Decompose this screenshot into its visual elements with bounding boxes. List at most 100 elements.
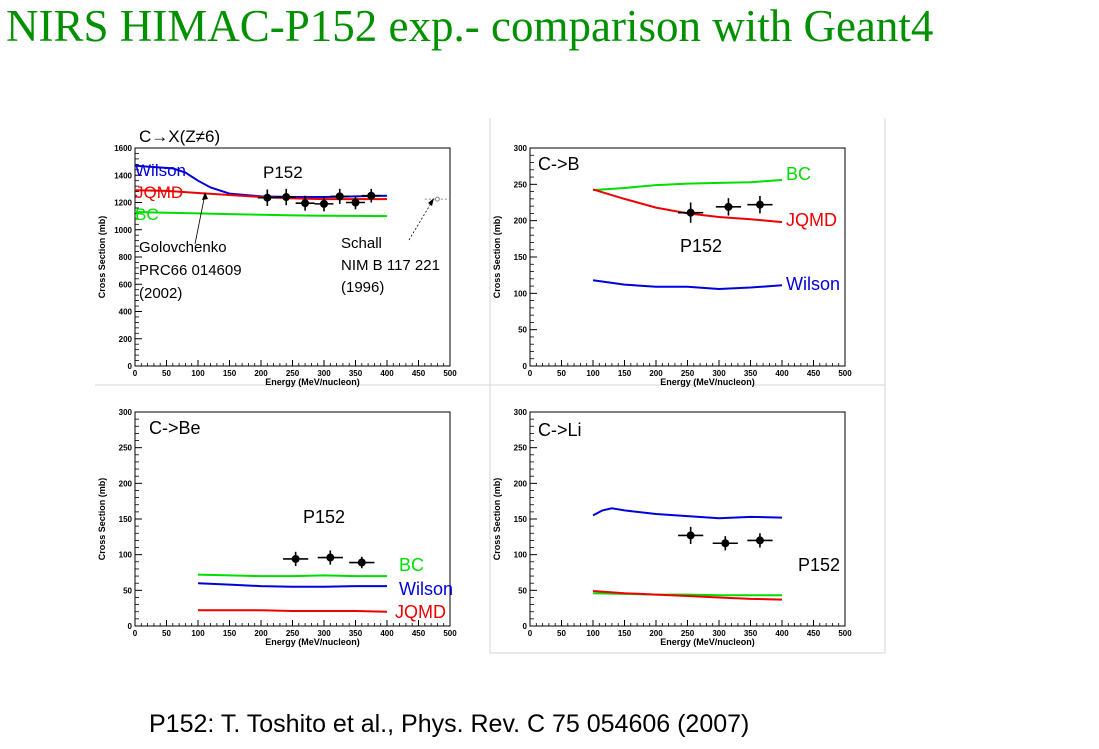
x-tick-label: 400 bbox=[775, 629, 789, 638]
slide-title: NIRS HIMAC-P152 exp.- comparison with Ge… bbox=[6, 1, 934, 51]
data-point-p152 bbox=[276, 188, 296, 206]
x-tick-label: 350 bbox=[349, 369, 363, 378]
chart-panel: 0 50 100 150 200 250 300 350 400 450 500 0 50 100 150 2… bbox=[492, 408, 852, 647]
x-axis-label: Energy (MeV/nucleon) bbox=[265, 377, 360, 387]
data-marker bbox=[263, 193, 272, 202]
annotation-label: P152 bbox=[680, 236, 722, 256]
x-tick-label: 150 bbox=[618, 629, 632, 638]
x-tick-label: 350 bbox=[349, 629, 363, 638]
series-line-jqmd bbox=[592, 188, 783, 224]
x-tick-label: 500 bbox=[443, 369, 457, 378]
x-tick-label: 50 bbox=[162, 629, 171, 638]
x-tick-label: 500 bbox=[838, 369, 852, 378]
y-tick-label: 0 bbox=[128, 362, 133, 371]
data-marker bbox=[351, 198, 360, 207]
annotation-arrow-schall bbox=[408, 199, 434, 241]
y-tick-label: 250 bbox=[119, 444, 133, 453]
data-marker bbox=[291, 554, 300, 563]
x-tick-label: 100 bbox=[191, 369, 205, 378]
series-line-jqmd bbox=[592, 590, 783, 601]
data-point-p152 bbox=[715, 198, 742, 216]
x-tick-label: 0 bbox=[528, 629, 533, 638]
data-marker bbox=[282, 193, 291, 202]
y-tick-label: 200 bbox=[119, 479, 133, 488]
reference-citation: P152: T. Toshito et al., Phys. Rev. C 75… bbox=[149, 710, 750, 738]
data-marker bbox=[301, 199, 310, 208]
x-tick-label: 250 bbox=[681, 369, 695, 378]
x-tick-label: 150 bbox=[223, 629, 237, 638]
y-tick-label: 100 bbox=[514, 289, 528, 298]
series-line-wilson bbox=[197, 582, 387, 588]
series-line-jqmd bbox=[198, 609, 388, 613]
x-axis-label: Energy (MeV/nucleon) bbox=[660, 637, 755, 647]
y-tick-label: 150 bbox=[514, 253, 528, 262]
y-tick-label: 300 bbox=[119, 408, 133, 417]
y-tick-label: 50 bbox=[518, 586, 527, 595]
series-line-bc bbox=[134, 211, 388, 218]
arrowhead-icon bbox=[202, 192, 208, 200]
x-tick-label: 250 bbox=[681, 629, 695, 638]
x-tick-label: 100 bbox=[586, 369, 600, 378]
y-tick-label: 200 bbox=[514, 217, 528, 226]
data-marker bbox=[686, 531, 695, 540]
x-tick-label: 200 bbox=[649, 629, 663, 638]
y-tick-label: 1400 bbox=[114, 171, 132, 180]
y-tick-label: 150 bbox=[514, 515, 528, 524]
annotation-label: Wilson bbox=[135, 161, 186, 180]
data-marker bbox=[357, 558, 366, 567]
chart-panel: 0 50 100 150 200 250 300 350 400 450 500 0 200 400 600… bbox=[97, 127, 457, 387]
x-tick-label: 450 bbox=[412, 369, 426, 378]
data-point-p152 bbox=[747, 533, 773, 548]
data-point-p152 bbox=[361, 188, 381, 203]
data-marker bbox=[320, 199, 328, 208]
x-tick-label: 350 bbox=[744, 629, 758, 638]
x-tick-label: 0 bbox=[133, 629, 138, 638]
annotation-label: PRC66 014609 bbox=[139, 262, 242, 279]
annotation-label: Schall bbox=[341, 235, 382, 252]
x-tick-label: 450 bbox=[412, 629, 426, 638]
x-tick-label: 450 bbox=[807, 369, 821, 378]
y-tick-label: 0 bbox=[128, 622, 133, 631]
arrowhead-icon bbox=[428, 198, 434, 206]
x-tick-label: 100 bbox=[586, 629, 600, 638]
y-tick-label: 250 bbox=[514, 180, 528, 189]
x-tick-label: 200 bbox=[649, 369, 663, 378]
y-tick-label: 800 bbox=[119, 253, 133, 262]
x-tick-label: 350 bbox=[744, 369, 758, 378]
x-tick-label: 400 bbox=[380, 369, 394, 378]
y-tick-label: 150 bbox=[119, 515, 133, 524]
annotation-label: JQMD bbox=[395, 602, 446, 622]
annotation-label: BC bbox=[399, 555, 424, 575]
x-tick-label: 100 bbox=[191, 629, 205, 638]
y-axis-label: Cross Section (mb) bbox=[492, 478, 502, 561]
annotation-label: JQMD bbox=[786, 210, 837, 230]
y-tick-label: 100 bbox=[119, 551, 133, 560]
chart-figure: 0 50 100 150 200 250 300 350 400 450 5000200400600… bbox=[95, 118, 886, 654]
data-point-p152 bbox=[747, 195, 773, 214]
annotation-label: C->Be bbox=[149, 418, 201, 438]
y-tick-label: 250 bbox=[514, 444, 528, 453]
data-point-p152 bbox=[283, 551, 309, 567]
data-marker bbox=[721, 539, 730, 548]
annotation-label: C->Li bbox=[538, 420, 582, 440]
data-marker bbox=[755, 200, 764, 209]
annotation-label: Golovchenko bbox=[139, 239, 227, 256]
annotation-label: C->B bbox=[538, 154, 580, 174]
data-marker bbox=[755, 536, 764, 545]
x-tick-label: 200 bbox=[254, 629, 268, 638]
y-tick-label: 50 bbox=[123, 586, 132, 595]
x-tick-label: 500 bbox=[443, 629, 457, 638]
data-marker bbox=[335, 192, 344, 201]
x-tick-label: 250 bbox=[286, 629, 300, 638]
x-axis-label: Energy (MeV/nucleon) bbox=[265, 637, 360, 647]
annotation-arrow-golovchenko bbox=[194, 193, 206, 245]
x-tick-label: 50 bbox=[557, 369, 566, 378]
data-marker bbox=[724, 202, 733, 211]
y-tick-label: 1000 bbox=[114, 226, 132, 235]
annotation-label: (1996) bbox=[341, 279, 384, 296]
data-point-p152 bbox=[295, 195, 315, 211]
x-tick-label: 400 bbox=[775, 369, 789, 378]
annotation-label: Wilson bbox=[786, 274, 840, 294]
annotation-label: Wilson bbox=[399, 579, 453, 599]
data-marker bbox=[434, 196, 440, 202]
